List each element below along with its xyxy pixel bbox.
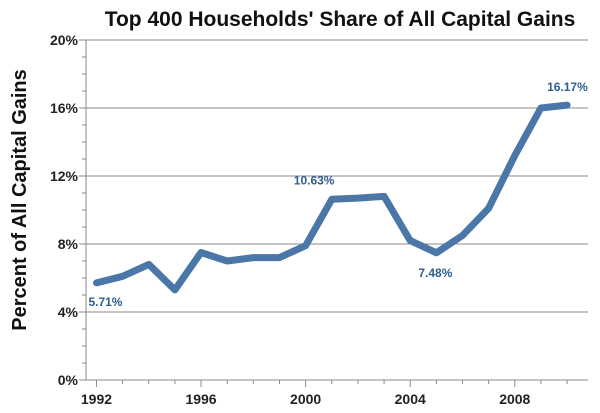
x-tick-label: 2004 [395, 391, 426, 407]
x-tick-labels: 1992 1996 2000 2004 2008 [81, 391, 531, 407]
x-tick-label: 2000 [290, 391, 321, 407]
y-tick-label: 12% [50, 168, 79, 184]
annotations: 5.71% 10.63% 7.48% 16.17% [88, 80, 588, 309]
y-tick-labels: 0% 4% 8% 12% 16% 20% [50, 32, 79, 388]
chart-title: Top 400 Households' Share of All Capital… [105, 8, 576, 31]
y-tick-label: 0% [58, 372, 79, 388]
series-line [93, 101, 571, 294]
data-label: 16.17% [547, 80, 588, 94]
data-label: 5.71% [88, 295, 122, 309]
x-tick-label: 1992 [81, 391, 112, 407]
y-tick-label: 8% [58, 236, 79, 252]
x-tick-label: 2008 [499, 391, 530, 407]
y-tick-label: 4% [58, 304, 79, 320]
x-tick-label: 1996 [185, 391, 216, 407]
y-axis-label: Percent of All Capital Gains [9, 69, 31, 331]
y-tick-label: 16% [50, 100, 79, 116]
axes [79, 39, 588, 387]
y-tick-label: 20% [50, 32, 79, 48]
series-group [93, 101, 571, 294]
grid-lines [86, 39, 588, 313]
data-label: 7.48% [418, 266, 452, 280]
data-label: 10.63% [294, 173, 335, 187]
